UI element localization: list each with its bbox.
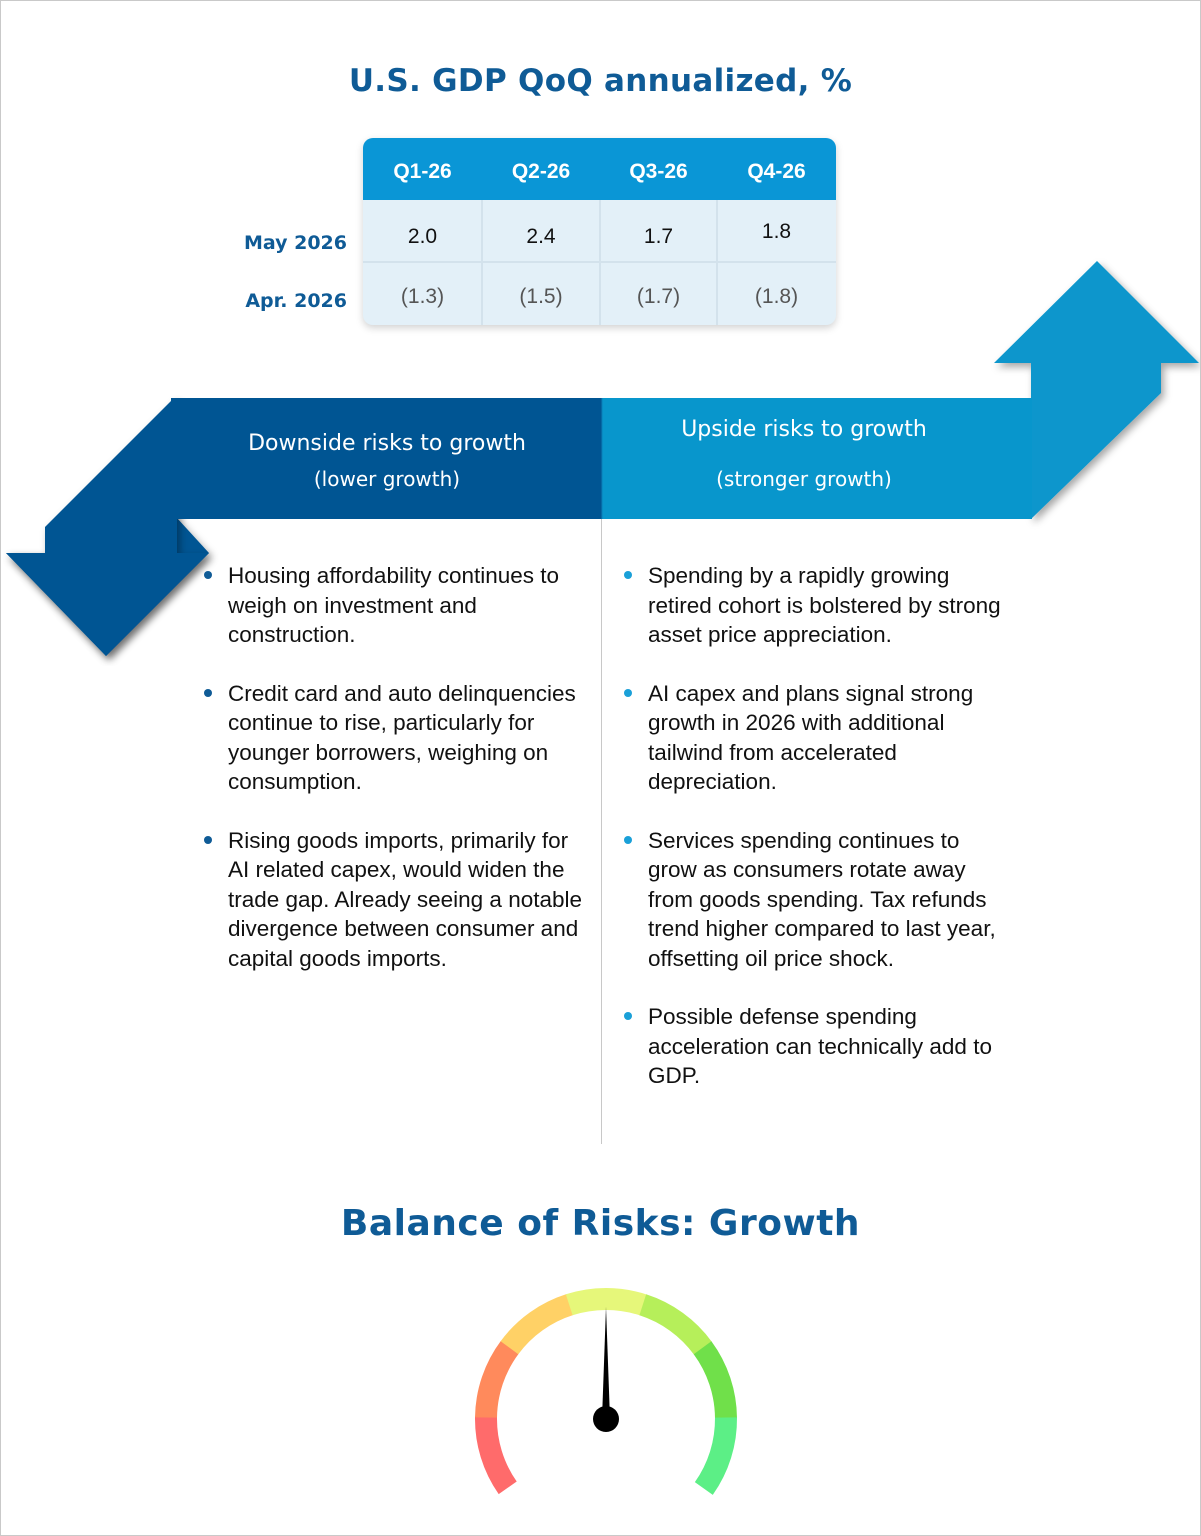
cell-previous-q1: (1.3)	[400, 285, 445, 308]
bullet-icon	[624, 1012, 632, 1020]
cell-current-q4: 1.8	[761, 220, 792, 243]
column-header-q3: Q3-26	[629, 160, 688, 183]
bullet-icon	[624, 688, 632, 697]
upside-heading: Upside risks to growth	[681, 417, 927, 442]
gauge-segment	[694, 1417, 737, 1495]
downside-risks-list: Housing affordability continues to weigh…	[204, 561, 594, 1002]
bullet-icon	[204, 835, 212, 844]
gdp-table-header: Q1-26 Q2-26 Q3-26 Q4-26	[363, 138, 836, 200]
upside-subheading: (stronger growth)	[716, 467, 892, 491]
risk-text: Possible defense spending acceleration c…	[648, 1004, 992, 1088]
upside-risks-list: Spending by a rapidly growing retired co…	[624, 561, 1014, 1120]
gauge-hub-icon	[593, 1406, 619, 1432]
downside-band	[171, 398, 603, 519]
bullet-icon	[624, 571, 632, 579]
upside-band	[602, 398, 1032, 519]
risk-gauge	[475, 1288, 737, 1495]
downside-subheading: (lower growth)	[313, 467, 461, 491]
gdp-table: Q1-26 Q2-26 Q3-26 Q4-26 2.0 2.4 1.7 1.8 …	[363, 138, 836, 325]
list-item: Credit card and auto delinquencies conti…	[204, 679, 594, 797]
list-item: Housing affordability continues to weigh…	[204, 561, 594, 650]
row-label-previous: Apr. 2026	[245, 290, 347, 312]
list-item: Rising goods imports, primarily for AI r…	[204, 826, 594, 974]
cell-current-q1: 2.0	[407, 225, 438, 248]
risk-text: Services spending continues to grow as c…	[648, 827, 996, 971]
column-header-q4: Q4-26	[747, 160, 806, 183]
risk-banner	[6, 261, 1199, 656]
gauge-segment	[475, 1416, 517, 1495]
gauge-segment	[693, 1341, 737, 1419]
gauge-segment	[565, 1288, 648, 1316]
balance-title: Balance of Risks: Growth	[340, 1203, 861, 1244]
gauge-segment	[500, 1294, 574, 1355]
list-item: AI capex and plans signal strong growth …	[624, 679, 1014, 797]
bullet-icon	[204, 688, 212, 697]
column-divider-line	[601, 519, 602, 1144]
bullet-icon	[204, 571, 212, 579]
list-item: Possible defense spending acceleration c…	[624, 1002, 1014, 1091]
row-divider	[363, 261, 836, 263]
cell-previous-q2: (1.5)	[519, 285, 563, 308]
risk-text: Credit card and auto delinquencies conti…	[228, 680, 576, 795]
cell-current-q2: 2.4	[526, 225, 556, 248]
risk-text: Rising goods imports, primarily for AI r…	[228, 827, 583, 971]
column-header-q1: Q1-26	[393, 160, 452, 183]
gauge-segment	[475, 1340, 519, 1418]
row-label-current: May 2026	[243, 232, 347, 254]
column-header-q2: Q2-26	[511, 160, 571, 183]
up-arrow-icon	[994, 261, 1199, 519]
cell-previous-q4: (1.8)	[754, 285, 799, 308]
downside-heading: Downside risks to growth	[248, 431, 526, 456]
gdp-table-title: U.S. GDP QoQ annualized, %	[348, 63, 853, 99]
cell-previous-q3: (1.7)	[636, 285, 681, 308]
risk-text: Housing affordability continues to weigh…	[228, 563, 560, 647]
list-item: Services spending continues to grow as c…	[624, 826, 1014, 974]
gauge-needle-icon	[602, 1307, 610, 1419]
risk-text: AI capex and plans signal strong growth …	[648, 680, 974, 795]
bullet-icon	[624, 835, 632, 844]
cell-current-q3: 1.7	[643, 225, 674, 248]
risk-text: Spending by a rapidly growing retired co…	[648, 563, 1001, 647]
list-item: Spending by a rapidly growing retired co…	[624, 561, 1014, 650]
gauge-segment	[639, 1294, 712, 1356]
